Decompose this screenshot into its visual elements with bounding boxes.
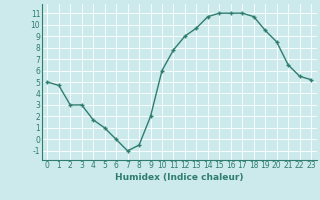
X-axis label: Humidex (Indice chaleur): Humidex (Indice chaleur) bbox=[115, 173, 244, 182]
